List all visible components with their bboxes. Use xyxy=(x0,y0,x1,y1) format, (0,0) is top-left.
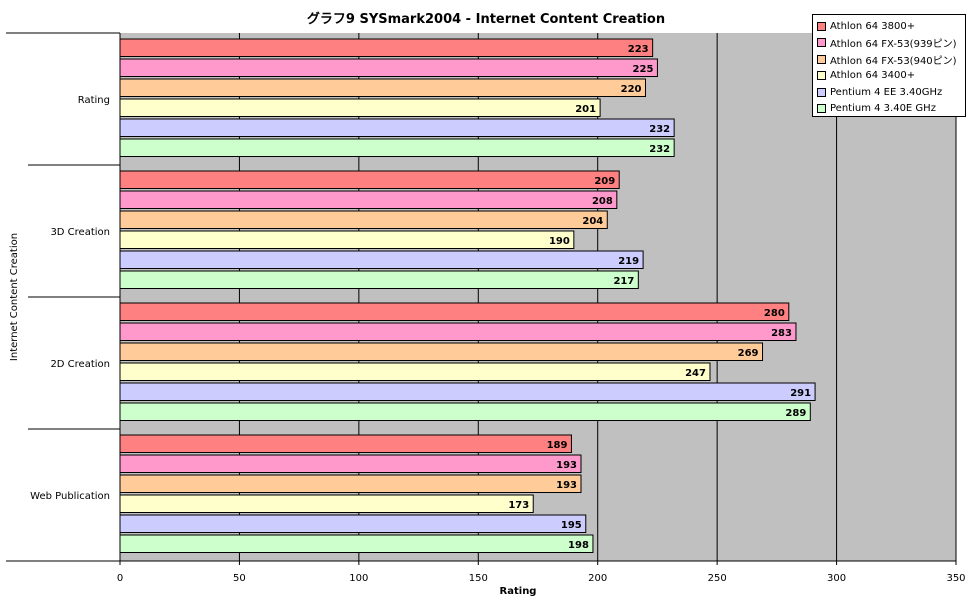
x-axis-title: Rating xyxy=(500,586,537,597)
data-label: 189 xyxy=(547,440,568,451)
x-tick-label: 300 xyxy=(827,573,846,584)
data-label: 198 xyxy=(568,540,589,551)
bar xyxy=(119,190,618,209)
data-label: 269 xyxy=(738,348,759,359)
bar xyxy=(119,534,594,553)
data-label: 195 xyxy=(561,520,582,531)
data-label: 280 xyxy=(764,308,785,319)
data-label: 209 xyxy=(594,176,615,187)
bar xyxy=(119,474,582,493)
bar xyxy=(119,38,654,57)
chart-title: グラフ9 SYSmark2004 - Internet Content Crea… xyxy=(306,12,666,27)
x-tick-label: 0 xyxy=(117,573,123,584)
data-label: 217 xyxy=(613,276,634,287)
category-label: Rating xyxy=(78,95,110,106)
legend-label: Athlon 64 3400+ xyxy=(830,70,916,82)
bar xyxy=(119,322,797,341)
legend-item: Athlon 64 3400+ xyxy=(817,68,965,85)
data-label: 223 xyxy=(628,44,649,55)
data-label: 232 xyxy=(649,144,670,155)
bar xyxy=(119,402,811,421)
legend-swatch xyxy=(817,21,826,31)
data-label: 173 xyxy=(508,500,529,511)
legend-swatch xyxy=(817,71,826,81)
bar xyxy=(119,514,587,533)
category-label: 2D Creation xyxy=(50,359,110,370)
x-tick-label: 100 xyxy=(349,573,368,584)
data-label: 193 xyxy=(556,460,577,471)
y-axis-title: Internet Content Creation xyxy=(9,233,20,361)
data-label: 219 xyxy=(618,256,639,267)
x-tick-label: 200 xyxy=(588,573,607,584)
category-label: Web Publication xyxy=(30,491,110,502)
legend: Athlon 64 3800+ Athlon 64 FX-53(939ピン) Ath… xyxy=(812,14,966,117)
x-tick-label: 250 xyxy=(708,573,727,584)
data-label: 201 xyxy=(575,104,596,115)
data-label: 283 xyxy=(771,328,792,339)
bar xyxy=(119,58,658,77)
data-label: 289 xyxy=(785,408,806,419)
legend-swatch xyxy=(817,38,826,48)
bar xyxy=(119,118,675,137)
data-label: 193 xyxy=(556,480,577,491)
data-label: 204 xyxy=(582,216,603,227)
bar xyxy=(119,250,644,269)
data-label: 225 xyxy=(633,64,654,75)
x-tick-label: 150 xyxy=(469,573,488,584)
x-tick-label: 50 xyxy=(233,573,246,584)
bar xyxy=(119,138,675,157)
category-label: 3D Creation xyxy=(50,227,110,238)
bar xyxy=(119,98,601,117)
data-label: 208 xyxy=(592,196,613,207)
legend-label: Pentium 4 EE 3.40GHz xyxy=(830,86,943,98)
data-label: 220 xyxy=(621,84,642,95)
legend-item: Athlon 64 FX-53(940ピン) xyxy=(817,51,965,68)
bar xyxy=(119,302,790,321)
bar xyxy=(119,170,620,189)
bar xyxy=(119,342,764,361)
legend-item: Athlon 64 FX-53(939ピン) xyxy=(817,35,965,52)
legend-swatch xyxy=(817,87,826,97)
data-label: 190 xyxy=(549,236,570,247)
legend-swatch xyxy=(817,54,826,64)
data-label: 291 xyxy=(790,388,811,399)
data-label: 247 xyxy=(685,368,706,379)
bar xyxy=(119,382,816,401)
bar xyxy=(119,454,582,473)
bar xyxy=(119,434,572,453)
bar xyxy=(119,230,575,249)
legend-label: Athlon 64 3800+ xyxy=(830,20,916,32)
data-label: 232 xyxy=(649,124,670,135)
bar xyxy=(119,362,711,381)
legend-item: Pentium 4 3.40E GHz xyxy=(817,101,965,118)
legend-item: Athlon 64 3800+ xyxy=(817,18,965,35)
legend-item: Pentium 4 EE 3.40GHz xyxy=(817,84,965,101)
legend-swatch xyxy=(817,104,826,114)
bar xyxy=(119,494,534,513)
legend-label: Athlon 64 FX-53(940ピン) xyxy=(830,55,957,67)
bar xyxy=(119,78,646,97)
legend-label: Athlon 64 FX-53(939ピン) xyxy=(830,39,957,51)
bar xyxy=(119,270,639,289)
legend-label: Pentium 4 3.40E GHz xyxy=(830,103,936,115)
bar xyxy=(119,210,608,229)
x-tick-label: 350 xyxy=(946,573,965,584)
